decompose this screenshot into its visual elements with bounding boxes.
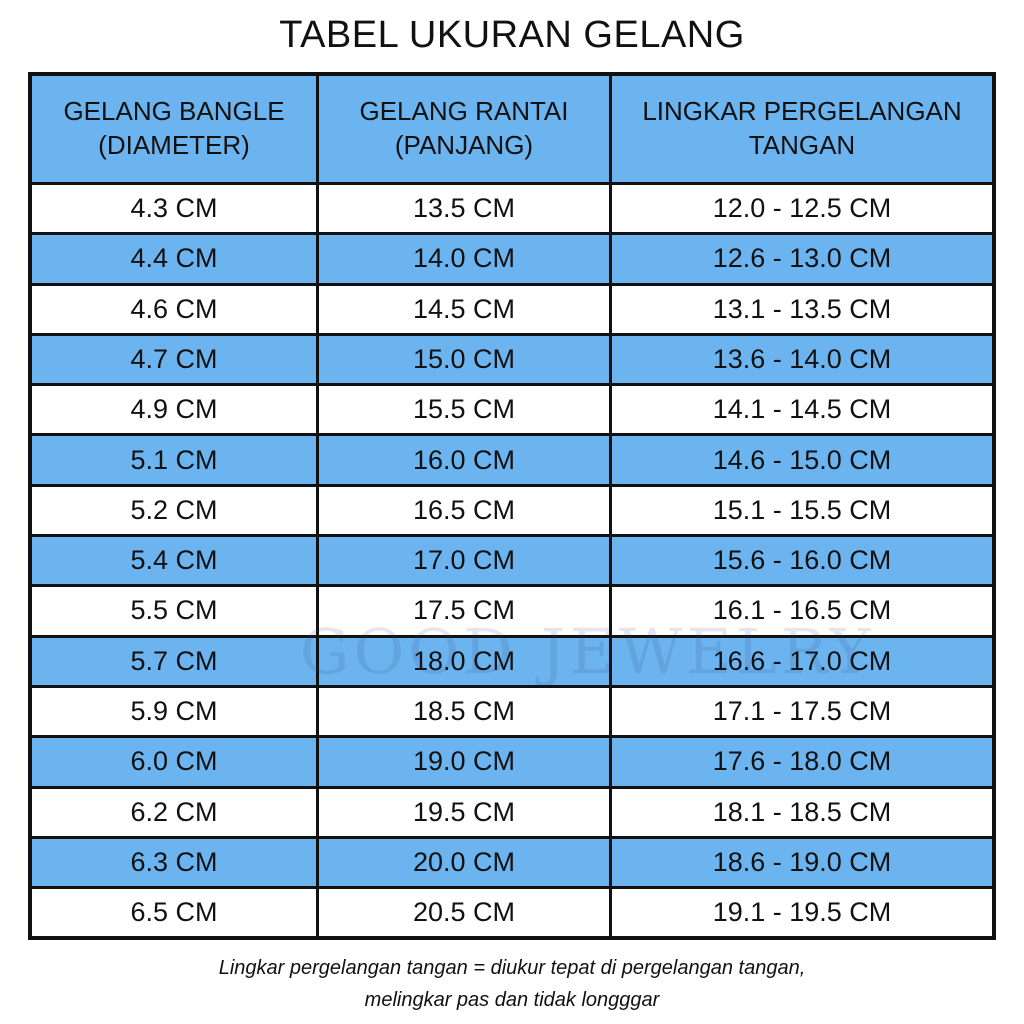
- table-row: 4.6 CM 14.5 CM 13.1 - 13.5 CM: [32, 282, 992, 333]
- cell-bangle-diameter: 6.0 CM: [130, 746, 218, 777]
- cell-bangle-diameter: 5.9 CM: [130, 696, 218, 727]
- cell-wrist-circumference: 18.1 - 18.5 CM: [609, 788, 992, 836]
- cell-bangle-diameter: 4.7 CM: [130, 343, 218, 374]
- cell-wrist-circumference: 14.1 - 14.5 CM: [609, 386, 992, 434]
- cell-bangle-diameter: 4.6 CM: [130, 293, 218, 324]
- table-row: 4.4 CM 14.0 CM 12.6 - 13.0 CM: [32, 232, 992, 283]
- cell-bangle-diameter: 6.5 CM: [130, 897, 218, 928]
- table-header-row: GELANG BANGLE (DIAMETER) GELANG RANTAI (…: [32, 76, 992, 182]
- page-title: TABEL UKURAN GELANG: [279, 14, 745, 56]
- cell-rantai-length: 15.0 CM: [316, 335, 609, 384]
- cell-wrist-circumference: 12.0 - 12.5 CM: [609, 185, 992, 233]
- cell-wrist-circumference: 15.1 - 15.5 CM: [609, 486, 992, 535]
- footnote: Lingkar pergelangan tangan = diukur tepa…: [0, 952, 1024, 1016]
- table-row: 5.7 CM 18.0 CM 16.6 - 17.0 CM: [32, 634, 992, 685]
- footnote-line-2: melingkar pas dan tidak longggar: [364, 989, 660, 1011]
- cell-wrist-circumference: 19.1 - 19.5 CM: [609, 889, 992, 937]
- cell-bangle-diameter: 5.2 CM: [130, 494, 218, 525]
- cell-wrist-circumference: 13.1 - 13.5 CM: [609, 285, 992, 333]
- cell-rantai-length: 13.5 CM: [316, 185, 609, 233]
- cell-rantai-length: 17.0 CM: [316, 537, 609, 585]
- cell-wrist-circumference: 14.6 - 15.0 CM: [609, 436, 992, 484]
- table-row: 5.1 CM 16.0 CM 14.6 - 15.0 CM: [32, 433, 992, 484]
- cell-wrist-circumference: 18.6 - 19.0 CM: [609, 838, 992, 887]
- cell-bangle-diameter: 4.3 CM: [130, 193, 218, 224]
- cell-rantai-length: 17.5 CM: [316, 587, 609, 635]
- cell-rantai-length: 20.5 CM: [316, 889, 609, 937]
- table-row: 4.3 CM 13.5 CM 12.0 - 12.5 CM: [32, 182, 992, 233]
- cell-rantai-length: 16.0 CM: [316, 436, 609, 484]
- cell-rantai-length: 16.5 CM: [316, 486, 609, 535]
- size-table: GELANG BANGLE (DIAMETER) GELANG RANTAI (…: [28, 72, 996, 941]
- table-row: 6.3 CM 20.0 CM 18.6 - 19.0 CM: [32, 835, 992, 887]
- cell-rantai-length: 20.0 CM: [316, 838, 609, 887]
- cell-rantai-length: 19.5 CM: [316, 788, 609, 836]
- cell-wrist-circumference: 16.6 - 17.0 CM: [609, 637, 992, 685]
- cell-bangle-diameter: 5.7 CM: [130, 645, 218, 676]
- table-row: 5.2 CM 16.5 CM 15.1 - 15.5 CM: [32, 483, 992, 535]
- cell-rantai-length: 14.0 CM: [316, 235, 609, 283]
- table-row: 5.5 CM 17.5 CM 16.1 - 16.5 CM: [32, 584, 992, 635]
- cell-bangle-diameter: 5.5 CM: [130, 595, 218, 626]
- table-row: 5.9 CM 18.5 CM 17.1 - 17.5 CM: [32, 684, 992, 736]
- header-bangle: GELANG BANGLE (DIAMETER): [63, 96, 285, 160]
- cell-rantai-length: 19.0 CM: [316, 738, 609, 786]
- table-row: 6.0 CM 19.0 CM 17.6 - 18.0 CM: [32, 735, 992, 786]
- cell-rantai-length: 18.5 CM: [316, 687, 609, 736]
- cell-rantai-length: 15.5 CM: [316, 386, 609, 434]
- footnote-line-1: Lingkar pergelangan tangan = diukur tepa…: [218, 957, 806, 979]
- cell-wrist-circumference: 13.6 - 14.0 CM: [609, 335, 992, 384]
- cell-bangle-diameter: 6.3 CM: [130, 846, 218, 877]
- table-row: 6.2 CM 19.5 CM 18.1 - 18.5 CM: [32, 785, 992, 836]
- cell-wrist-circumference: 15.6 - 16.0 CM: [609, 537, 992, 585]
- cell-bangle-diameter: 4.9 CM: [130, 394, 218, 425]
- cell-wrist-circumference: 17.6 - 18.0 CM: [609, 738, 992, 786]
- table-row: 5.4 CM 17.0 CM 15.6 - 16.0 CM: [32, 534, 992, 585]
- cell-rantai-length: 14.5 CM: [316, 285, 609, 333]
- table-row: 4.7 CM 15.0 CM 13.6 - 14.0 CM: [32, 332, 992, 384]
- cell-bangle-diameter: 4.4 CM: [130, 243, 218, 274]
- header-rantai: GELANG RANTAI (PANJANG): [316, 76, 609, 182]
- cell-wrist-circumference: 12.6 - 13.0 CM: [609, 235, 992, 283]
- cell-bangle-diameter: 5.1 CM: [130, 444, 218, 475]
- cell-bangle-diameter: 6.2 CM: [130, 796, 218, 827]
- header-lingkar: LINGKAR PERGELANGAN TANGAN: [609, 76, 992, 182]
- table-row: 6.5 CM 20.5 CM 19.1 - 19.5 CM: [32, 886, 992, 937]
- table-row: 4.9 CM 15.5 CM 14.1 - 14.5 CM: [32, 383, 992, 434]
- cell-wrist-circumference: 16.1 - 16.5 CM: [609, 587, 992, 635]
- cell-bangle-diameter: 5.4 CM: [130, 545, 218, 576]
- cell-rantai-length: 18.0 CM: [316, 637, 609, 685]
- cell-wrist-circumference: 17.1 - 17.5 CM: [609, 687, 992, 736]
